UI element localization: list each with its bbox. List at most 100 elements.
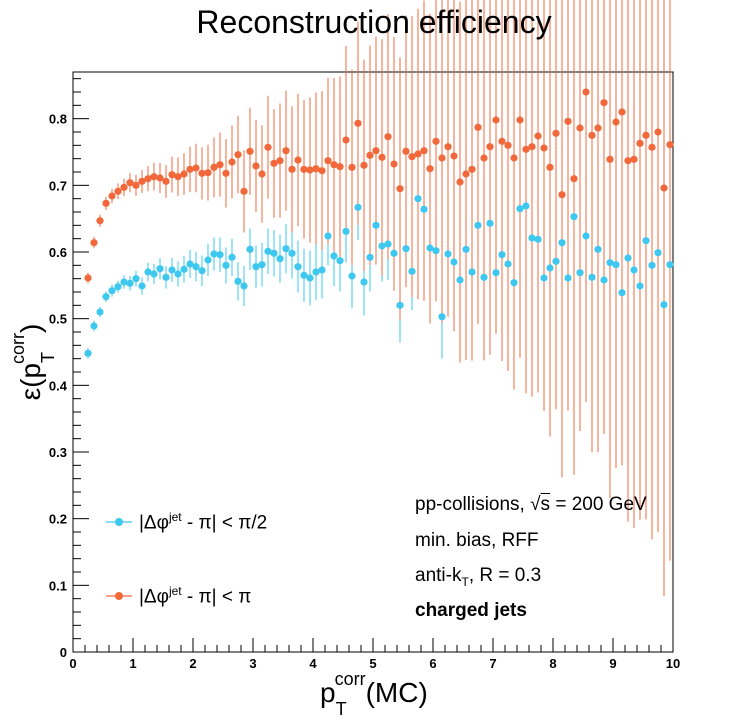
y-tick-label: 0.8 xyxy=(49,112,67,127)
x-tick-label: 6 xyxy=(429,656,436,671)
data-point xyxy=(168,266,176,274)
data-point xyxy=(276,255,284,263)
data-point xyxy=(366,151,374,159)
data-point xyxy=(204,256,212,264)
data-point xyxy=(276,157,284,165)
data-point xyxy=(486,219,494,227)
data-point xyxy=(300,165,308,173)
data-point xyxy=(186,260,194,268)
data-point xyxy=(624,254,632,262)
data-point xyxy=(342,227,350,235)
y-tick-label: 0.7 xyxy=(49,178,67,193)
data-point xyxy=(450,152,458,160)
data-point xyxy=(606,259,614,267)
data-point xyxy=(468,268,476,276)
data-point xyxy=(324,157,332,165)
data-point xyxy=(246,147,254,155)
data-point xyxy=(660,301,668,309)
data-point xyxy=(636,282,644,290)
data-point xyxy=(420,205,428,213)
data-point xyxy=(546,163,554,171)
data-point xyxy=(306,166,314,174)
data-point xyxy=(108,192,116,200)
data-point xyxy=(210,250,218,258)
data-point xyxy=(390,249,398,257)
data-point xyxy=(384,133,392,141)
data-point xyxy=(114,187,122,195)
tick-labels: 0 1 2 3 4 5 6 7 8 9 10 0 0.1 0.2 0.3 0.4 0.5 0.6 0.7 0.8 xyxy=(49,112,680,671)
data-point xyxy=(138,282,146,290)
data-point xyxy=(162,273,170,281)
data-point xyxy=(648,261,656,269)
x-tick-label: 7 xyxy=(489,656,496,671)
data-point xyxy=(600,276,608,284)
data-point xyxy=(438,154,446,162)
legend-label-pre: |Δφ xyxy=(139,586,169,608)
data-point xyxy=(126,279,134,287)
annotation-collisions-post: = 200 GeV xyxy=(550,494,647,515)
data-point xyxy=(558,239,566,247)
data-point xyxy=(600,99,608,107)
data-point xyxy=(228,253,236,261)
data-point xyxy=(330,252,338,260)
data-point xyxy=(528,234,536,242)
data-point xyxy=(252,263,260,271)
x-axis-title: pTcorr(MC) xyxy=(320,669,428,719)
data-point xyxy=(456,178,464,186)
data-point xyxy=(144,268,152,276)
data-point xyxy=(402,147,410,155)
data-point xyxy=(426,165,434,173)
data-point xyxy=(354,119,362,127)
data-point xyxy=(156,265,164,273)
data-point xyxy=(216,251,224,259)
data-point xyxy=(468,165,476,173)
data-point xyxy=(630,155,638,163)
data-point xyxy=(102,199,110,207)
y-tick-label: 0.4 xyxy=(49,378,68,393)
legend-label-sup: jet xyxy=(168,510,182,524)
data-point xyxy=(192,263,200,271)
data-point xyxy=(576,124,584,132)
y-tick-label: 0.5 xyxy=(49,312,67,327)
data-point xyxy=(210,163,218,171)
data-point xyxy=(132,275,140,283)
data-point xyxy=(258,170,266,178)
data-point xyxy=(174,270,182,278)
data-point xyxy=(462,170,470,178)
data-point xyxy=(318,167,326,175)
data-point xyxy=(516,116,524,124)
x-tick-label: 0 xyxy=(69,656,76,671)
data-point xyxy=(360,161,368,169)
data-point xyxy=(204,169,212,177)
annotation-trigger: min. bias, RFF xyxy=(415,530,539,551)
data-point xyxy=(492,269,500,277)
data-point xyxy=(198,169,206,177)
data-point xyxy=(642,131,650,139)
data-point xyxy=(666,141,674,149)
svg-text:pTcorr(MC): pTcorr(MC) xyxy=(320,669,428,719)
annotation-algorithm: anti-kT, R = 0.3 xyxy=(415,565,541,589)
data-point xyxy=(312,268,320,276)
data-point xyxy=(390,160,398,168)
data-point xyxy=(336,163,344,171)
data-point xyxy=(324,232,332,240)
data-point xyxy=(648,143,656,151)
data-point xyxy=(90,322,98,330)
data-point xyxy=(318,266,326,274)
x-tick-label: 1 xyxy=(129,656,136,671)
data-point xyxy=(120,183,128,191)
data-point xyxy=(522,145,530,153)
data-point xyxy=(288,249,296,257)
data-point xyxy=(522,202,530,210)
data-point xyxy=(84,274,92,282)
data-point xyxy=(582,232,590,240)
data-point xyxy=(516,205,524,213)
data-point xyxy=(336,257,344,265)
data-point xyxy=(222,261,230,269)
data-point xyxy=(354,203,362,211)
data-point xyxy=(96,217,104,225)
data-point xyxy=(432,247,440,255)
x-tick-label: 9 xyxy=(609,656,616,671)
annotation-jet-type-label: charged jets xyxy=(415,600,527,621)
